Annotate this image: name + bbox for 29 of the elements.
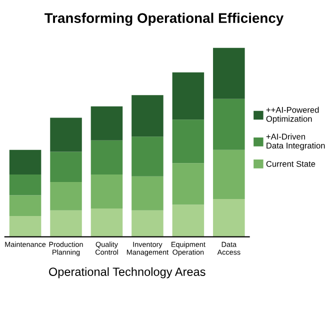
bar <box>9 195 42 216</box>
bar <box>9 216 42 237</box>
bar <box>90 174 123 208</box>
bar <box>132 176 164 210</box>
bar <box>213 199 245 237</box>
bar <box>50 210 82 237</box>
bar <box>90 208 123 237</box>
bar <box>132 95 164 137</box>
chart-title: Transforming Operational Efficiency <box>44 12 284 26</box>
bar <box>213 150 245 200</box>
legend-label: ++AI-Powered Optimization <box>266 106 319 124</box>
x-axis-title: Operational Technology Areas <box>49 267 206 278</box>
bar <box>50 118 82 152</box>
bar <box>172 120 204 164</box>
bar <box>9 174 42 196</box>
bar <box>213 98 245 150</box>
bar <box>50 152 82 182</box>
bar <box>90 106 123 140</box>
bar <box>172 72 204 120</box>
bar <box>132 210 164 237</box>
bar <box>50 182 82 210</box>
bar <box>172 163 204 205</box>
bar <box>132 136 164 176</box>
bar <box>172 204 204 237</box>
legend-label: +AI-Driven Data Integration <box>266 133 325 150</box>
bar <box>213 48 245 99</box>
bar <box>90 140 123 174</box>
legend-label: Current State <box>266 160 316 167</box>
bar <box>9 150 42 174</box>
